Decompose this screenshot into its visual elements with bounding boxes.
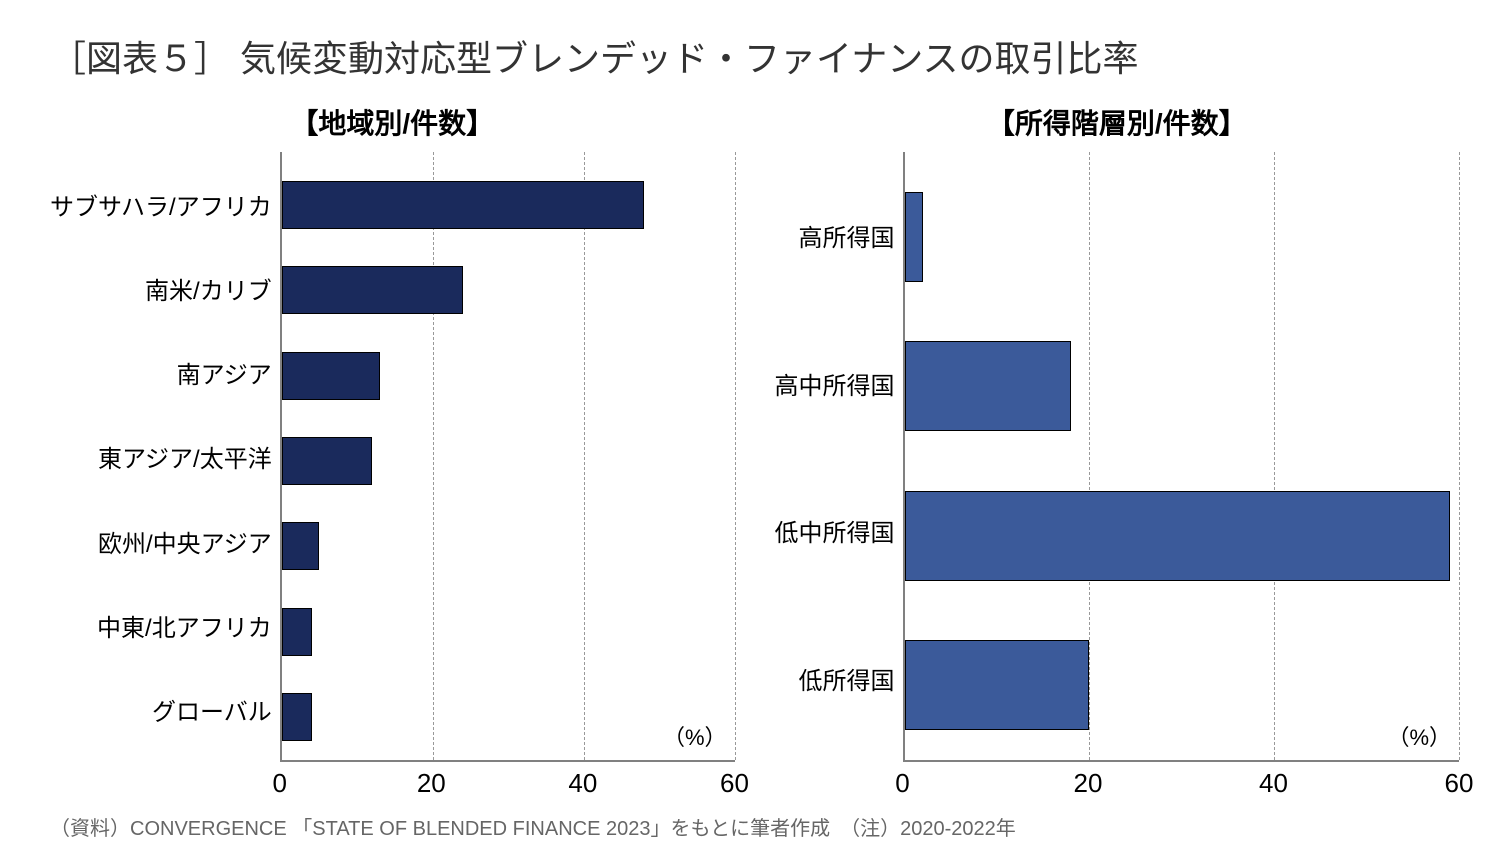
category-label: サブサハラ/アフリカ [50,187,272,222]
bar [905,491,1450,581]
chart-title: ［図表５］ 気候変動対応型ブレンデッド・ファイナンスの取引比率 [50,30,1459,82]
right-unit-label: （%） [1387,720,1451,752]
left-y-axis-labels: サブサハラ/アフリカ南米/カリブ南アジア東アジア/太平洋欧州/中央アジア中東/北… [50,152,280,802]
bar [282,608,312,656]
x-tick-label: 20 [417,768,446,799]
x-tick-label: 0 [272,768,286,799]
bar [905,192,923,282]
right-chart-panel: 【所得階層別/件数】 高所得国高中所得国低中所得国低所得国 （%） 020406… [775,102,1460,802]
left-chart-panel: 【地域別/件数】 サブサハラ/アフリカ南米/カリブ南アジア東アジア/太平洋欧州/… [50,102,735,802]
category-label: 高中所得国 [775,366,895,401]
category-label: 低所得国 [799,661,895,696]
category-label: 南アジア [177,355,272,390]
x-tick-label: 20 [1074,768,1103,799]
right-y-axis-labels: 高所得国高中所得国低中所得国低所得国 [775,152,903,802]
x-tick-label: 0 [895,768,909,799]
source-note: （資料）CONVERGENCE 「STATE OF BLENDED FINANC… [50,812,1459,841]
x-tick-label: 40 [568,768,597,799]
left-unit-label: （%） [663,720,727,752]
right-chart-subtitle: 【所得階層別/件数】 [775,102,1460,142]
charts-container: 【地域別/件数】 サブサハラ/アフリカ南米/カリブ南アジア東アジア/太平洋欧州/… [50,102,1459,802]
category-label: 中東/北アフリカ [97,608,272,643]
left-chart-subtitle: 【地域別/件数】 [50,102,735,142]
right-plot-area: （%） [903,152,1460,762]
bar [282,437,373,485]
bar [282,693,312,741]
right-bars-group [905,162,1460,760]
right-x-axis: 0204060 [903,762,1460,802]
x-tick-label: 60 [1445,768,1474,799]
bar [282,522,320,570]
gridline [1459,152,1460,760]
x-tick-label: 40 [1259,768,1288,799]
left-plot-area: （%） [280,152,735,762]
category-label: 欧州/中央アジア [98,524,272,559]
x-tick-label: 60 [720,768,749,799]
right-chart-body: 高所得国高中所得国低中所得国低所得国 （%） 0204060 [775,152,1460,802]
bar [905,341,1071,431]
bar [282,352,380,400]
bar [905,640,1090,730]
left-bars-group [282,162,735,760]
category-label: 東アジア/太平洋 [98,439,272,474]
bar [282,181,644,229]
left-chart-body: サブサハラ/アフリカ南米/カリブ南アジア東アジア/太平洋欧州/中央アジア中東/北… [50,152,735,802]
category-label: 高所得国 [799,218,895,253]
bar [282,266,463,314]
gridline [735,152,736,760]
category-label: 南米/カリブ [145,271,272,306]
category-label: グローバル [152,692,272,727]
category-label: 低中所得国 [775,513,895,548]
left-x-axis: 0204060 [280,762,735,802]
